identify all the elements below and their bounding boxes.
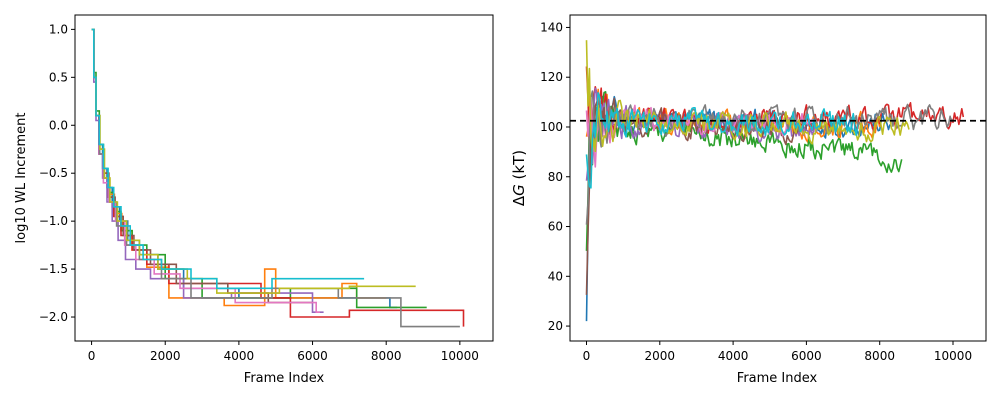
wl-increment-series-4: [91, 28, 465, 327]
right-y-tick-label: 20: [548, 319, 563, 333]
delta-g-series-8: [585, 90, 954, 225]
left-y-tick-label: 0.5: [49, 70, 68, 84]
left-y-tick-label: 1.0: [49, 22, 68, 36]
right-y-tick-label: 60: [548, 220, 563, 234]
delta-g-series-group: [585, 40, 965, 322]
wl-increment-panel: 0 2000 4000 6000 8000 10000 −2.0 −1.5 −1.0 −0.5 0…: [14, 14, 494, 386]
wl-increment-series-group: [91, 28, 465, 328]
right-x-tick-label: 10000: [934, 349, 972, 363]
left-x-axis-label: Frame Index: [244, 371, 325, 386]
wl-increment-series-10: [91, 28, 365, 290]
left-y-tick-label: 0.0: [49, 118, 68, 132]
right-y-tick-label: 140: [540, 20, 563, 34]
wl-increment-series-3: [91, 28, 427, 309]
right-x-tick-label: 0: [583, 349, 591, 363]
left-x-tick-label: 6000: [297, 349, 328, 363]
left-y-tick-label: −2.0: [39, 310, 68, 324]
left-x-ticks: 0 2000 4000 6000 8000 10000: [88, 341, 479, 363]
left-plot-frame: [74, 14, 494, 342]
left-y-tick-label: −1.5: [39, 262, 68, 276]
left-y-axis-label: log10 WL Increment: [14, 113, 29, 244]
right-y-ticks: 20 40 60 80 100 120 140: [540, 20, 570, 333]
left-y-tick-label: −0.5: [39, 166, 68, 180]
left-x-tick-label: 4000: [224, 349, 255, 363]
right-y-axis-label-unit: (kT): [510, 150, 528, 184]
right-x-tick-label: 4000: [718, 349, 749, 363]
left-x-tick-label: 10000: [441, 349, 479, 363]
right-x-tick-label: 6000: [791, 349, 822, 363]
wl-increment-series-7: [91, 28, 320, 313]
right-y-tick-label: 120: [540, 70, 563, 84]
wl-increment-series-1: [91, 28, 398, 309]
left-x-tick-label: 8000: [371, 349, 402, 363]
right-x-tick-label: 8000: [864, 349, 895, 363]
right-y-axis-label: ΔG (kT): [510, 150, 528, 206]
left-y-ticks: −2.0 −1.5 −1.0 −0.5 0.0 0.5 1.0: [39, 22, 75, 324]
right-y-axis-label-symbol: G: [510, 184, 528, 196]
right-x-tick-label: 2000: [645, 349, 676, 363]
delta-g-panel: 0 2000 4000 6000 8000 10000 20 40 60 80 100 120 140…: [510, 14, 987, 386]
right-y-tick-label: 40: [548, 269, 563, 283]
delta-g-series-10: [585, 92, 859, 189]
right-y-tick-label: 80: [548, 170, 563, 184]
right-y-tick-label: 100: [540, 120, 563, 134]
left-x-tick-label: 2000: [150, 349, 181, 363]
right-x-ticks: 0 2000 4000 6000 8000 10000: [583, 341, 972, 363]
right-x-axis-label: Frame Index: [737, 371, 818, 386]
right-y-axis-label-prefix: Δ: [510, 195, 528, 206]
wl-increment-series-6: [91, 28, 313, 304]
delta-g-series-7: [585, 97, 815, 168]
left-x-tick-label: 0: [88, 349, 96, 363]
wl-increment-series-5: [91, 28, 324, 313]
left-y-tick-label: −1.0: [39, 214, 68, 228]
wl-increment-series-9: [91, 28, 416, 294]
right-plot-frame: [569, 14, 987, 342]
